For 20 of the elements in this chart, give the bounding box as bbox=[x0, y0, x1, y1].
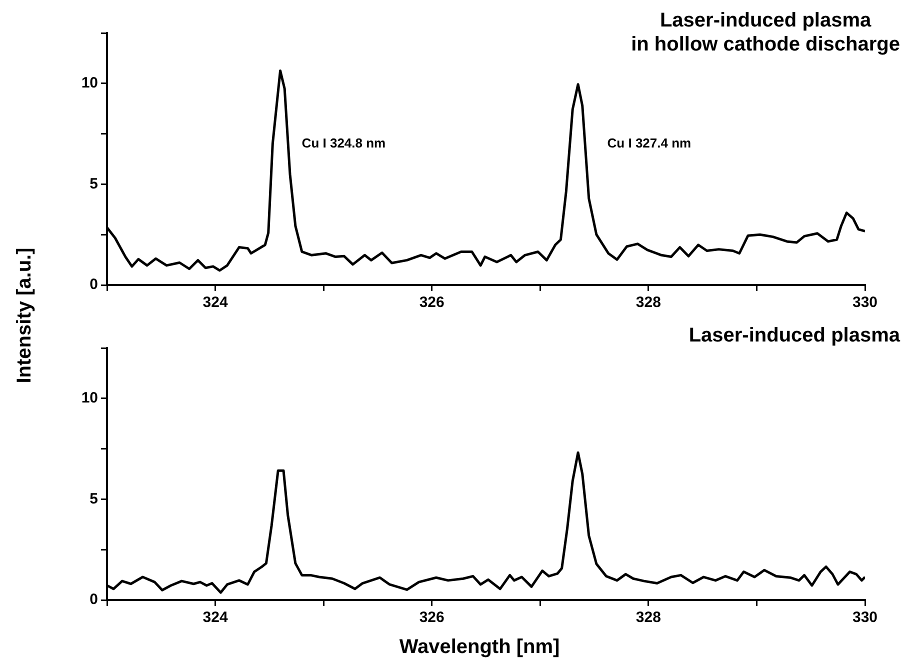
y-tick-label: 5 bbox=[90, 490, 98, 508]
chart-title: Laser-induced plasma in hollow cathode discharge bbox=[631, 10, 900, 56]
x-tick-label: 324 bbox=[202, 294, 228, 312]
x-axis-title: Wavelength [nm] bbox=[398, 636, 561, 659]
y-tick-label: 10 bbox=[81, 74, 98, 92]
y-tick-label: 0 bbox=[90, 276, 98, 294]
y-axis-title: Intensity [a.u.] bbox=[14, 247, 36, 383]
x-tick-label: 330 bbox=[852, 609, 878, 626]
y-tick-label: 5 bbox=[90, 175, 98, 192]
x-tick-label: 326 bbox=[419, 294, 444, 312]
y-tick-label: 0 bbox=[90, 591, 98, 608]
y-tick-label: 10 bbox=[81, 390, 98, 407]
x-tick-label: 328 bbox=[636, 294, 661, 312]
chart-title: Laser-induced plasma bbox=[688, 324, 901, 347]
x-tick-label: 324 bbox=[202, 609, 228, 626]
x-tick-label: 330 bbox=[852, 294, 878, 312]
x-tick-label: 326 bbox=[419, 609, 444, 626]
x-tick-label: 328 bbox=[636, 609, 661, 626]
annotation: Cu I 327.4 nm bbox=[607, 135, 692, 150]
annotation: Cu I 324.8 nm bbox=[302, 135, 386, 150]
